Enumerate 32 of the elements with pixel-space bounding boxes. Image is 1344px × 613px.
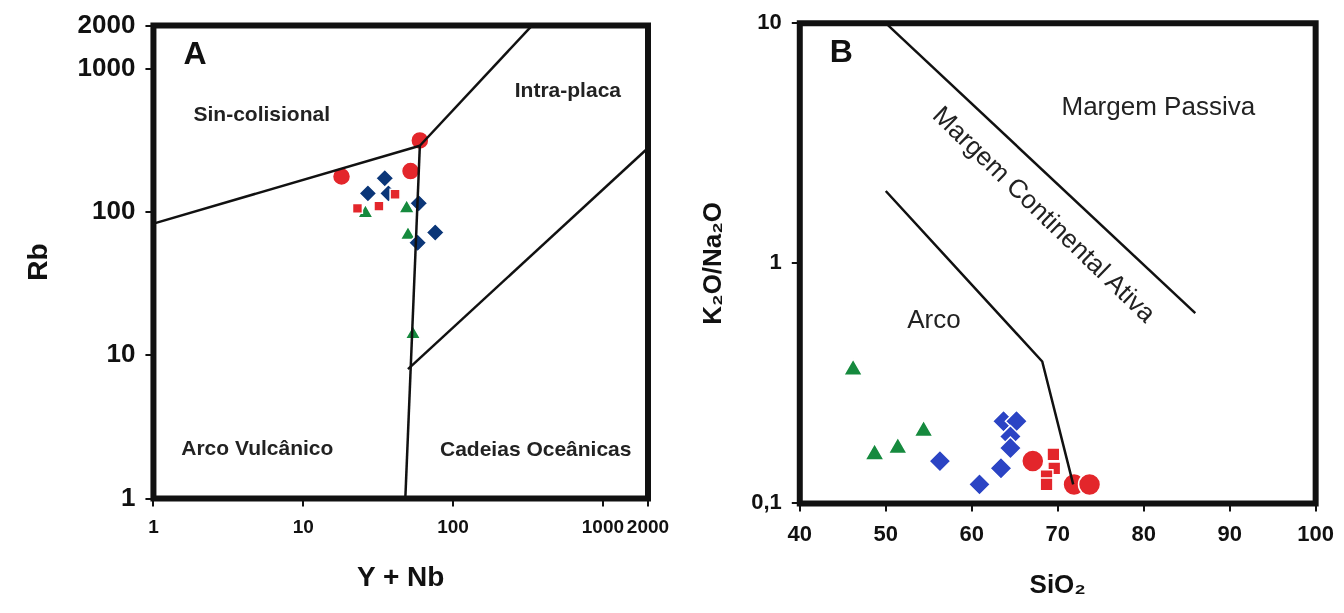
chart-title: A: [183, 35, 207, 72]
annotation: Arco Vulcânico: [181, 435, 334, 459]
x-tick-label: 70: [1045, 520, 1070, 546]
x-tick-label: 10: [292, 516, 314, 538]
x-tick-label: 40: [787, 520, 813, 546]
annotation: Cadeias Oceânicas: [440, 436, 632, 460]
annotation: Intra-placa: [514, 77, 622, 101]
y-axis-title: Rb: [21, 243, 53, 281]
x-tick-label: 1000: [581, 516, 625, 538]
y-tick-label: 1: [769, 249, 782, 275]
y-tick-label: 10: [106, 338, 136, 369]
x-tick-label: 90: [1217, 520, 1242, 546]
chart-title: B: [829, 33, 853, 70]
y-tick-label: 1: [120, 481, 136, 512]
x-tick-label: 80: [1131, 520, 1156, 546]
annotation: Margem Passiva: [1061, 90, 1256, 121]
x-tick-label: 60: [959, 520, 984, 546]
y-tick-label: 0,1: [751, 489, 782, 515]
x-tick-label: 1: [148, 516, 160, 538]
y-tick-label: 2000: [77, 8, 136, 39]
x-axis-title: Y + Nb: [357, 560, 445, 592]
y-axis-title: K₂O/Na₂O: [696, 201, 727, 325]
x-axis-title: SiO₂: [1029, 568, 1086, 599]
y-tick-label: 100: [92, 195, 136, 226]
y-tick-label: 10: [757, 9, 782, 35]
x-tick-label: 100: [437, 516, 469, 538]
y-tick-label: 1000: [77, 51, 136, 82]
x-tick-label: 100: [1297, 520, 1335, 546]
annotation: Sin-colisional: [193, 101, 331, 125]
x-tick-label: 50: [873, 520, 898, 546]
annotation: Arco: [907, 304, 961, 335]
x-tick-label: 2000: [626, 516, 670, 538]
